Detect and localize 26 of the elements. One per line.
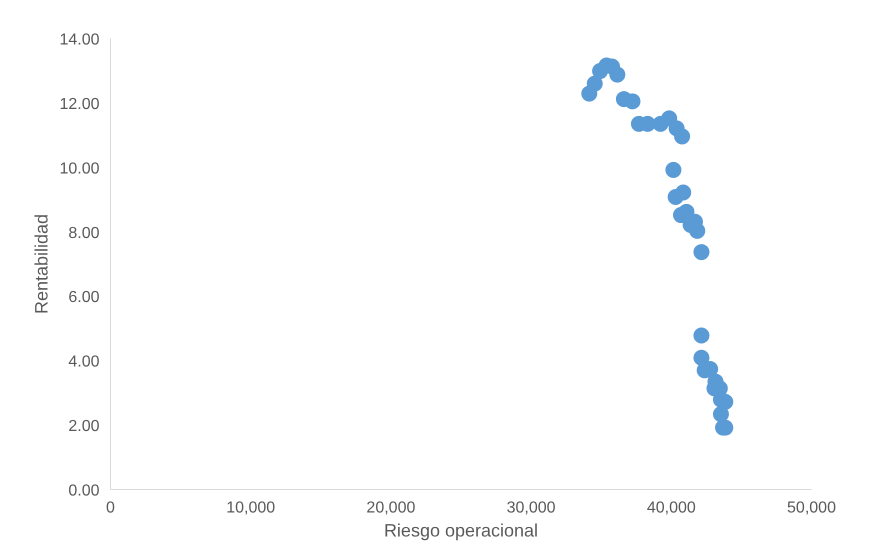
y-tick-label: 12.00 (59, 96, 100, 113)
point (586, 76, 603, 92)
point (674, 128, 690, 144)
point (693, 244, 710, 260)
x-tick-label: 0 (106, 500, 116, 516)
x-tick-label: 40,000 (646, 500, 696, 516)
point (693, 350, 710, 366)
point (689, 222, 706, 239)
x-tick-label: 20,000 (366, 500, 416, 516)
y-tick-label: 4.00 (68, 354, 100, 371)
y-tick-label: 0.00 (68, 482, 100, 500)
point (609, 66, 626, 83)
point (712, 406, 729, 422)
point (675, 184, 692, 200)
y-tick-label: 10.00 (59, 160, 100, 178)
y-tick-label: 14.00 (59, 32, 100, 48)
x-tick-label: 50,000 (787, 500, 836, 516)
y-tick-label: 8.00 (68, 224, 100, 242)
x-tick-label: 10,000 (226, 500, 276, 516)
x-tick-label: 30,000 (506, 500, 556, 516)
y-tick-label: 6.00 (68, 289, 100, 306)
point (665, 162, 682, 178)
y-axis-title: Rentabilidad (31, 214, 52, 314)
y-tick-label: 2.00 (68, 418, 100, 436)
point (693, 328, 710, 344)
x-axis-title: Riesgo operacional (384, 520, 538, 540)
